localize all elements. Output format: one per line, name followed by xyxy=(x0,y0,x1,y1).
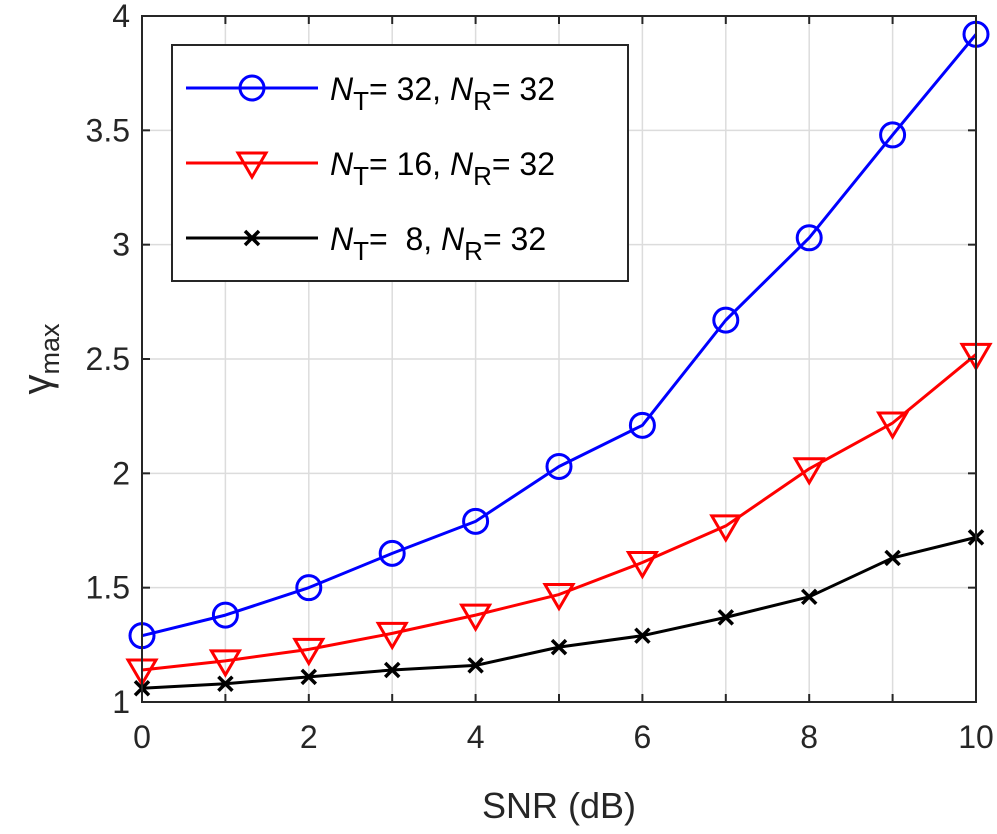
y-tick-label: 2 xyxy=(112,455,130,491)
legend-nt-symbol: N xyxy=(330,221,354,257)
legend-nr-subscript: R xyxy=(473,161,492,191)
data-point-nt8 xyxy=(550,638,568,656)
x-tick-label: 8 xyxy=(800,719,818,755)
data-point-nt32 xyxy=(879,121,907,149)
data-point-nt32 xyxy=(295,574,323,602)
legend-nr-symbol: N xyxy=(450,71,474,107)
legend-nt-subscript: T xyxy=(353,236,369,266)
data-point-nt32 xyxy=(378,539,406,567)
data-point-nt32 xyxy=(795,224,823,252)
y-tick-label: 1.5 xyxy=(86,570,130,606)
y-axis-title-base: γ xyxy=(15,375,59,395)
series-line-nt16 xyxy=(141,353,977,672)
legend-nr-subscript: R xyxy=(464,236,483,266)
x-tick-label: 0 xyxy=(133,719,151,755)
y-tick-label: 1 xyxy=(112,684,130,720)
y-tick-label: 3.5 xyxy=(86,112,130,148)
legend-nt-value: = 16, xyxy=(369,146,450,182)
legend-nt-subscript: T xyxy=(353,161,369,191)
data-point-nt32 xyxy=(211,601,239,629)
data-point-nt8 xyxy=(717,609,735,626)
y-tick-label: 4 xyxy=(112,0,130,34)
legend-marker-nt8 xyxy=(243,229,261,247)
legend-entry-nt16: NT= 16, NR= 32 xyxy=(186,146,555,191)
legend-label-nt8: NT= 8, NR= 32 xyxy=(330,221,546,266)
tick-labels: 0 2 4 6 8 10 1 1.5 2 2.5 3 3.5 4 xyxy=(86,0,994,755)
legend-nt-subscript: T xyxy=(353,86,369,116)
legend-nr-symbol: N xyxy=(450,146,474,182)
data-point-nt8 xyxy=(634,627,651,644)
y-axis-title-sub: max xyxy=(35,323,65,375)
legend-nr-value: = 32 xyxy=(492,71,555,107)
data-point-nt16 xyxy=(875,411,910,441)
legend-nt-symbol: N xyxy=(330,146,354,182)
x-tick-label: 6 xyxy=(634,719,652,755)
data-point-nt8 xyxy=(300,668,318,686)
legend-marker-nt32 xyxy=(238,74,266,102)
legend-entry-nt8: NT= 8, NR= 32 xyxy=(186,221,546,266)
legend-nt-value: = 32, xyxy=(369,71,450,107)
legend-nr-symbol: N xyxy=(441,221,465,257)
legend-marker-nt16 xyxy=(235,151,269,180)
x-tick-label: 10 xyxy=(958,719,994,755)
y-tick-label: 2.5 xyxy=(86,341,130,377)
data-point-nt8 xyxy=(467,657,484,674)
data-point-nt32 xyxy=(545,452,573,480)
data-point-nt16 xyxy=(375,621,409,651)
data-point-nt16 xyxy=(625,551,660,580)
data-point-nt8 xyxy=(800,588,818,606)
x-tick-label: 2 xyxy=(300,719,318,755)
legend-label-nt32: NT= 32, NR= 32 xyxy=(330,71,555,116)
data-point-nt8 xyxy=(383,661,401,679)
series-line-nt32 xyxy=(141,33,978,638)
data-point-nt32 xyxy=(628,411,656,439)
x-tick-label: 4 xyxy=(467,719,485,755)
legend-nr-value: = 32 xyxy=(492,146,555,182)
data-point-nt8 xyxy=(217,675,234,692)
data-point-nt32 xyxy=(712,306,740,334)
data-point-nt16 xyxy=(292,637,326,667)
data-point-nt32 xyxy=(462,507,490,535)
legend-nr-subscript: R xyxy=(473,86,492,116)
data-point-nt8 xyxy=(884,549,901,567)
legend-nt-symbol: N xyxy=(330,71,354,107)
legend-nr-value: = 32 xyxy=(483,221,546,257)
legend-nt-value: = 8, xyxy=(369,221,441,257)
y-tick-label: 3 xyxy=(112,227,130,263)
data-point-nt16 xyxy=(458,603,493,633)
data-point-nt16 xyxy=(709,514,743,543)
legend-label-nt16: NT= 16, NR= 32 xyxy=(330,146,555,191)
legend-entry-nt32: NT= 32, NR= 32 xyxy=(186,71,555,116)
ticks xyxy=(141,15,977,703)
data-point-nt16 xyxy=(792,457,826,486)
data-point-nt16 xyxy=(542,583,576,612)
data-point-nt16 xyxy=(208,649,243,678)
y-axis-title: γmax xyxy=(15,323,65,395)
x-axis-title: SNR (dB) xyxy=(482,785,636,826)
